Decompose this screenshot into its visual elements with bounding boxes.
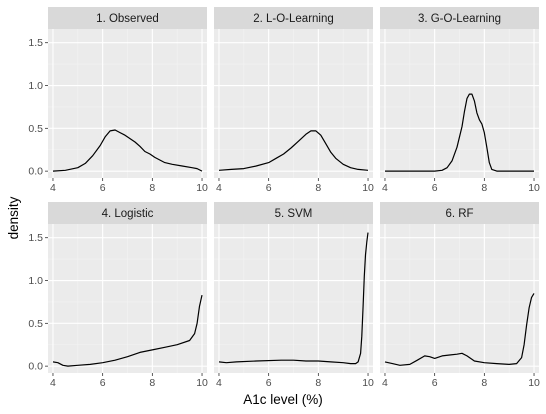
y-tick-label: 0.5 (28, 318, 43, 330)
facet-strip (380, 7, 539, 29)
y-tick-label: 0.0 (28, 166, 43, 178)
major-grid (380, 224, 539, 373)
minor-grid (48, 224, 207, 373)
x-tick-label: 6 (432, 182, 438, 194)
facet-strip (48, 202, 207, 224)
facet-title: 3. G-O-Learning (418, 13, 501, 25)
x-tick-label: 8 (315, 377, 321, 389)
x-tick-label: 4 (50, 377, 56, 389)
x-tick-label: 10 (196, 377, 208, 389)
facet-title: 1. Observed (96, 13, 159, 25)
facet-panel: 2. L-O-Learning 4 6 8 10 (214, 7, 374, 194)
x-tick-label: 10 (528, 377, 540, 389)
facet-title: 4. Logistic (102, 208, 154, 220)
x-axis-title: A1c level (%) (243, 392, 323, 407)
facet-title: 5. SVM (275, 208, 313, 220)
minor-grid (214, 29, 373, 178)
density-line (218, 232, 369, 365)
y-tick-label: 1.5 (28, 232, 43, 244)
x-tick-label: 8 (315, 182, 321, 194)
facet-panel: 1. Observed 4 6 8 10 0.0 0.5 1.0 1.5 (28, 7, 208, 194)
x-tick-label: 10 (362, 377, 374, 389)
x-tick-label: 4 (216, 377, 222, 389)
minor-grid (380, 29, 539, 178)
x-tick-label: 8 (149, 182, 155, 194)
facet-strip (214, 202, 373, 224)
x-tick-label: 10 (362, 182, 374, 194)
x-tick-label: 6 (266, 182, 272, 194)
density-line (385, 93, 534, 172)
facet-panel: 4. Logistic 4 6 8 10 0.0 0.5 1.0 1.5 (28, 202, 208, 389)
x-tick-label: 4 (382, 182, 388, 194)
x-tick-label: 10 (528, 182, 540, 194)
x-tick-label: 6 (266, 377, 272, 389)
minor-grid (214, 224, 373, 373)
x-tick-label: 4 (50, 182, 56, 194)
x-tick-label: 10 (196, 182, 208, 194)
x-tick-label: 4 (382, 377, 388, 389)
major-grid (214, 224, 373, 373)
major-grid (48, 29, 207, 178)
y-axis-title: density (6, 196, 21, 239)
x-tick-label: 6 (432, 377, 438, 389)
y-tick-label: 0.5 (28, 123, 43, 135)
minor-grid (48, 29, 207, 178)
x-tick-label: 6 (100, 377, 106, 389)
density-line (52, 294, 203, 367)
density-line (218, 130, 369, 171)
facet-panels: 1. Observed 4 6 8 10 0.0 0.5 1.0 1.5 2. L-O-Learn… (28, 7, 540, 389)
density-line (384, 293, 535, 366)
facet-panel: 6. RF 4 6 8 10 (380, 202, 540, 389)
x-tick-label: 8 (481, 182, 487, 194)
minor-grid (380, 224, 539, 373)
facet-panel: 5. SVM 4 6 8 10 (214, 202, 374, 389)
density-line (52, 129, 203, 172)
x-tick-label: 6 (100, 182, 106, 194)
facet-strip (48, 7, 207, 29)
x-tick-label: 4 (216, 182, 222, 194)
y-tick-label: 1.0 (28, 275, 43, 287)
x-tick-label: 8 (481, 377, 487, 389)
facet-panel: 3. G-O-Learning 4 6 8 10 (380, 7, 540, 194)
facet-title: 6. RF (445, 208, 473, 220)
major-grid (214, 29, 373, 178)
y-tick-label: 1.0 (28, 80, 43, 92)
facet-title: 2. L-O-Learning (253, 13, 334, 25)
y-tick-label: 1.5 (28, 37, 43, 49)
facet-strip (380, 202, 539, 224)
y-tick-label: 0.0 (28, 361, 43, 373)
facet-strip (214, 7, 373, 29)
x-tick-label: 8 (149, 377, 155, 389)
